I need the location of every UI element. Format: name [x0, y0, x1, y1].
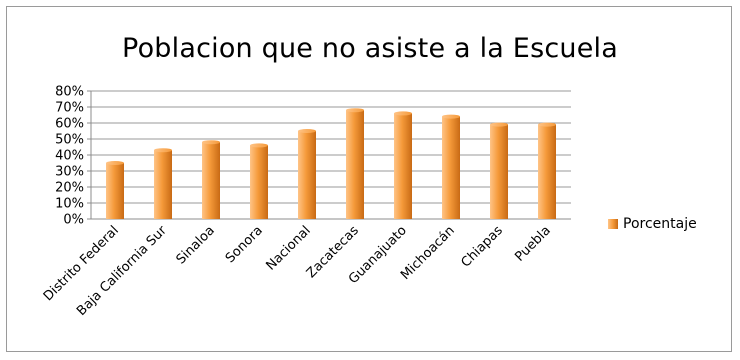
bar [490, 122, 508, 219]
bar-top [538, 122, 556, 127]
y-tick-label: 80% [55, 85, 84, 100]
bar-top [154, 148, 172, 153]
x-tick-label: Baja California Sur [74, 223, 170, 319]
bar [538, 122, 556, 219]
x-tick-label: Chiapas [459, 223, 506, 270]
bar-top [442, 114, 460, 119]
bar [106, 161, 124, 219]
bar [298, 129, 316, 219]
legend-label: Porcentaje [623, 216, 697, 232]
bar [202, 140, 220, 219]
bar-top [394, 111, 412, 116]
bar-body [538, 124, 556, 219]
y-tick-label: 20% [55, 181, 84, 196]
chart-title: Poblacion que no asiste a la Escuela [122, 33, 618, 64]
y-tick-label: 30% [55, 165, 84, 180]
bar-top [490, 122, 508, 127]
x-tick-label: Sonora [223, 223, 266, 266]
bar-body [202, 142, 220, 219]
bar-body [154, 150, 172, 219]
bar [394, 111, 412, 219]
y-tick-label: 60% [55, 117, 84, 132]
chart-plot: 0%10%20%30%40%50%60%70%80% Distrito Fede… [41, 85, 571, 319]
y-tick-label: 70% [55, 101, 84, 116]
bar-body [442, 116, 460, 219]
y-tick-label: 0% [63, 213, 84, 228]
bar-body [106, 163, 124, 219]
bar-body [346, 110, 364, 219]
legend-swatch [608, 219, 618, 229]
bar-top [250, 143, 268, 148]
chart-frame: Poblacion que no asiste a la Escuela 0% 1… [6, 6, 732, 352]
bar-body [394, 113, 412, 219]
bar [250, 143, 268, 219]
x-tick-label: Nacional [263, 223, 313, 273]
bar-body [250, 145, 268, 219]
bar [154, 148, 172, 219]
legend: Porcentaje [608, 216, 697, 232]
y-tick-label: 40% [55, 149, 84, 164]
bar [442, 114, 460, 219]
bar-top [298, 129, 316, 133]
bar-body [298, 131, 316, 219]
bar-top [202, 140, 220, 145]
y-tick-label: 10% [55, 197, 84, 212]
bar-top [106, 161, 124, 165]
x-tick-label: Puebla [512, 223, 553, 264]
bar-top [346, 108, 364, 113]
y-tick-label: 50% [55, 133, 84, 148]
y-axis-ticks: 0%10%20%30%40%50%60%70%80% [55, 85, 84, 228]
bars [106, 108, 556, 219]
bar [346, 108, 364, 219]
x-tick-label: Sinaloa [174, 223, 218, 267]
bar-body [490, 124, 508, 219]
